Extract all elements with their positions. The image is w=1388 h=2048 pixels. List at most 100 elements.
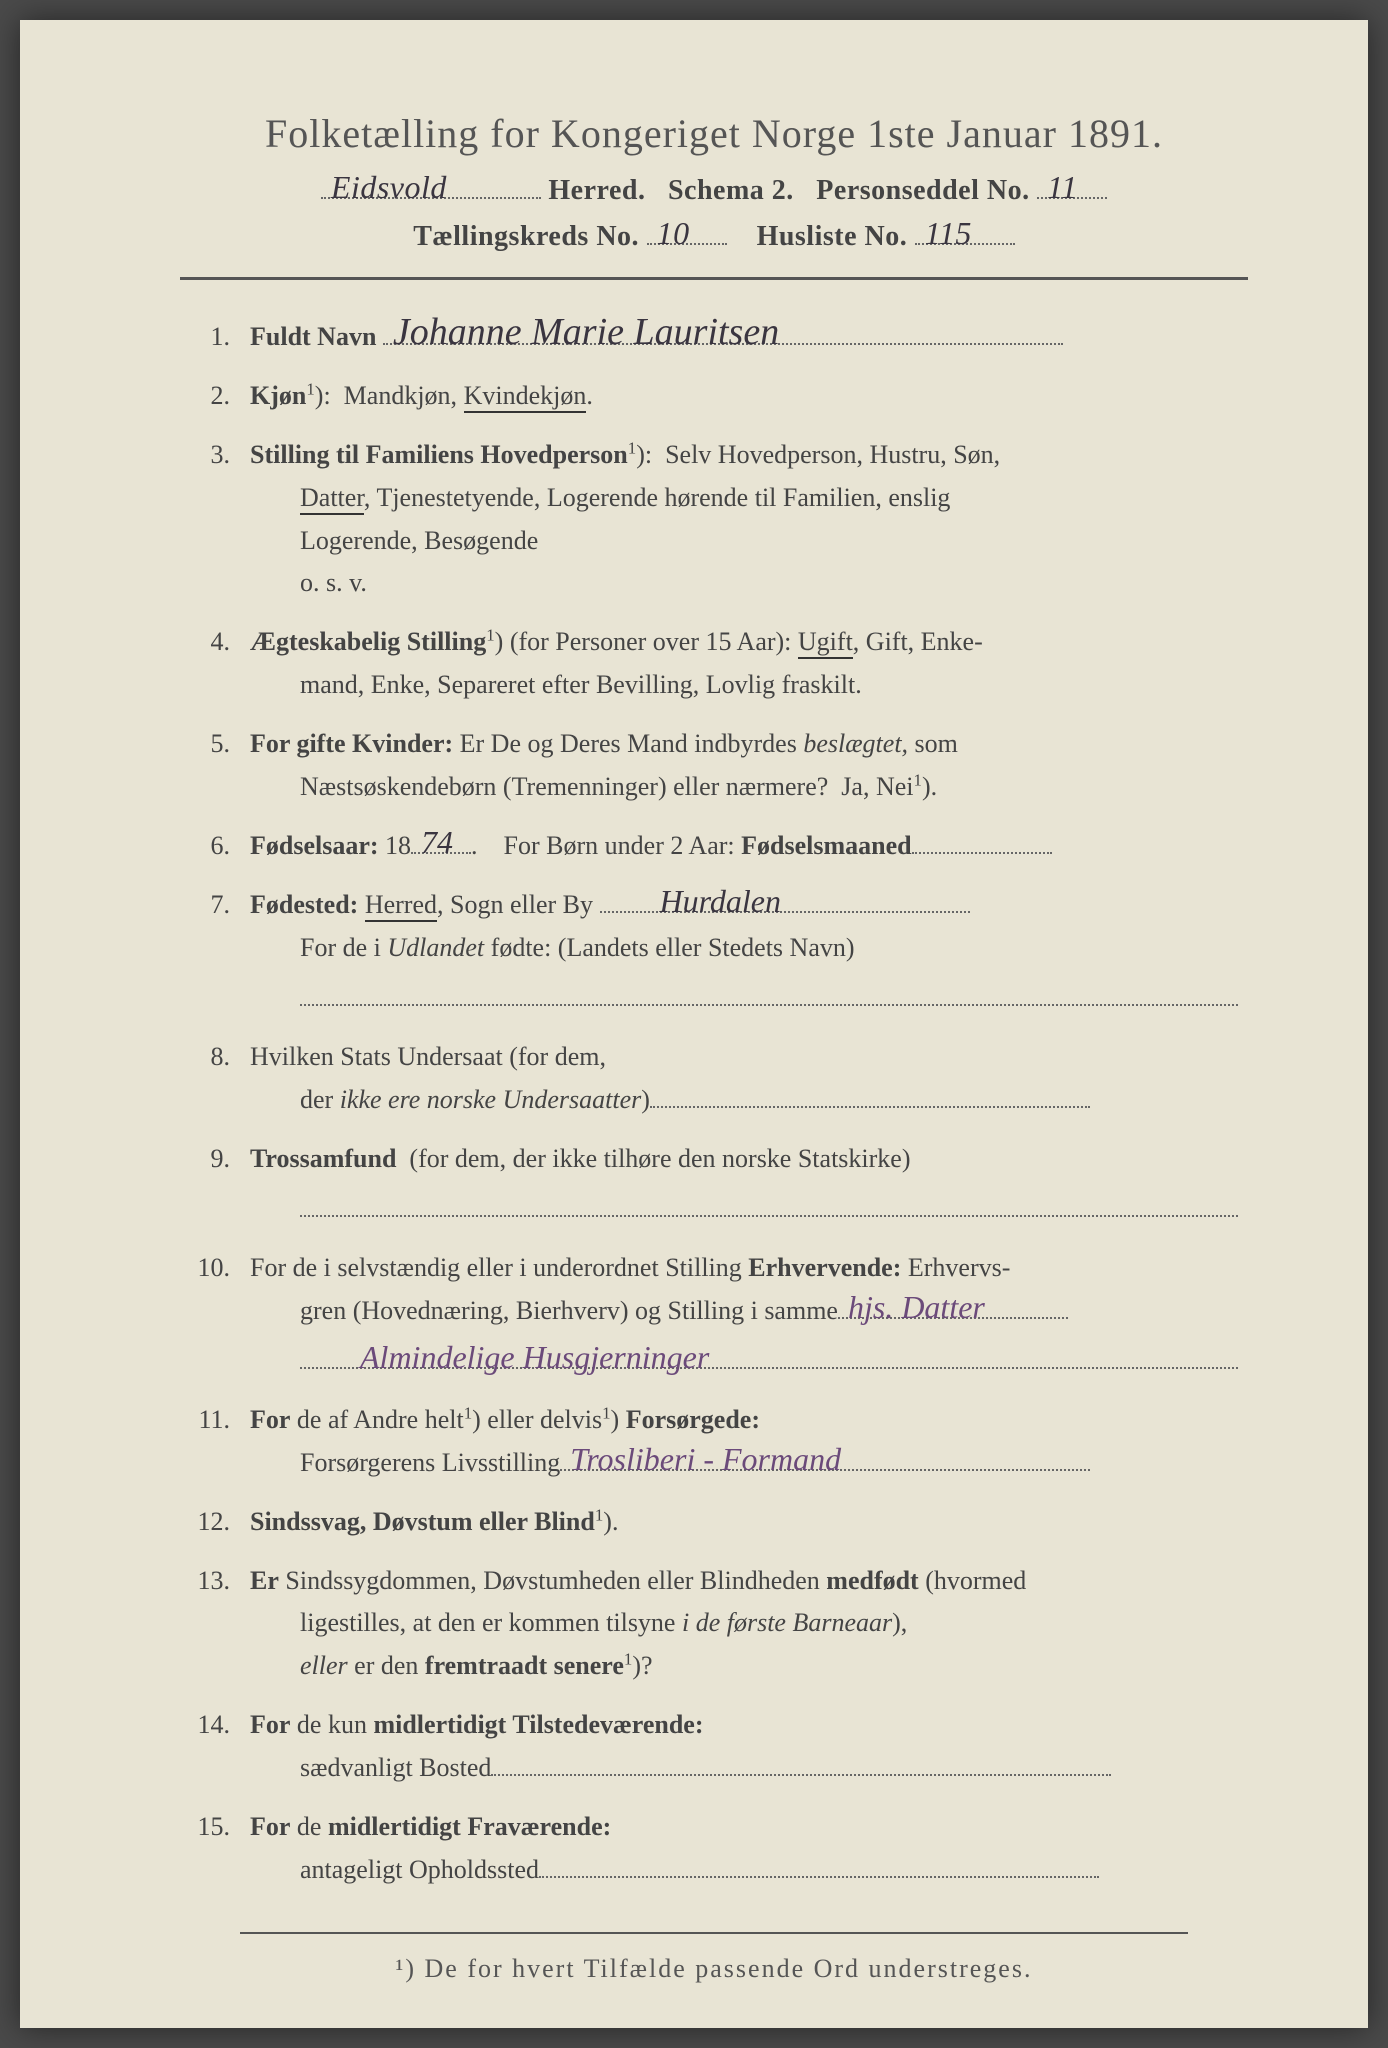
line: der ikke ere norske Undersaatter) — [250, 1079, 1238, 1122]
line: Forsørgerens LivsstillingTrosliberi - Fo… — [250, 1442, 1238, 1485]
item-number: 2. — [190, 375, 250, 418]
dotted-line — [650, 1106, 1090, 1108]
label-trossamfund: Trossamfund — [250, 1144, 396, 1173]
item-body: Kjøn1): Mandkjøn, Kvindekjøn. — [250, 375, 1248, 418]
item-number: 9. — [190, 1138, 250, 1231]
dotted-line — [539, 1876, 1099, 1878]
label-fodselsmaaned: Fødselsmaaned — [741, 831, 911, 860]
dotted-line: Almindelige Husgjerninger — [300, 1333, 1238, 1369]
item-7: 7. Fødested: Herred, Sogn eller By Hurda… — [190, 884, 1248, 1020]
name-hw: Johanne Marie Lauritsen — [393, 317, 779, 347]
field: hjs. Datter — [838, 1317, 1068, 1319]
item-body: Fuldt Navn Johanne Marie Lauritsen — [250, 316, 1248, 359]
blank-line — [250, 970, 1238, 1020]
item-number: 1. — [190, 316, 250, 359]
herred-label: Herred. — [548, 175, 645, 206]
item-number: 6. — [190, 825, 250, 868]
item-number: 10. — [190, 1247, 250, 1383]
item-number: 11. — [190, 1399, 250, 1485]
item-13: 13. Er Sindssygdommen, Døvstumheden elle… — [190, 1560, 1248, 1689]
husliste-field: 115 — [915, 243, 1015, 245]
item-body: For de midlertidigt Fraværende: antageli… — [250, 1806, 1248, 1892]
place-field: Hurdalen — [600, 911, 970, 913]
herred-handwritten: Eidsvold — [331, 175, 447, 201]
taellingskreds-field: 10 — [647, 243, 727, 245]
herred-field: Eidsvold — [321, 197, 541, 199]
line: For de i Udlandet fødte: (Landets eller … — [250, 927, 1238, 970]
label-gifte-kvinder: For gifte Kvinder: — [250, 729, 453, 758]
item-8: 8. Hvilken Stats Undersaat (for dem, der… — [190, 1036, 1248, 1122]
text: (for dem, der ikke tilhøre den norske St… — [409, 1144, 910, 1173]
item-11: 11. For de af Andre helt1) eller delvis1… — [190, 1399, 1248, 1485]
kvindekjon-underlined: Kvindekjøn — [464, 381, 587, 413]
census-form-page: Folketælling for Kongeriget Norge 1ste J… — [20, 20, 1368, 2028]
husliste-label: Husliste No. — [757, 221, 908, 252]
label-fuldt-navn: Fuldt Navn — [250, 322, 376, 351]
item-number: 14. — [190, 1704, 250, 1790]
line: sædvanligt Bosted — [250, 1747, 1238, 1790]
item-1: 1. Fuldt Navn Johanne Marie Lauritsen — [190, 316, 1248, 359]
dotted-line — [300, 1181, 1238, 1217]
header-line-3: Tællingskreds No. 10 Husliste No. 115 — [180, 221, 1248, 253]
place-hw: Hurdalen — [660, 889, 781, 915]
header-line-2: Eidsvold Herred. Schema 2. Personseddel … — [180, 175, 1248, 207]
personseddel-label: Personseddel No. — [816, 175, 1029, 206]
item-body: Er Sindssygdommen, Døvstumheden eller Bl… — [250, 1560, 1248, 1689]
item-number: 12. — [190, 1501, 250, 1544]
label-fodested: Fødested: — [250, 890, 358, 919]
taellingskreds-label: Tællingskreds No. — [413, 221, 639, 252]
label-stilling: Stilling til Familiens Hovedperson — [250, 440, 628, 469]
item-2: 2. Kjøn1): Mandkjøn, Kvindekjøn. — [190, 375, 1248, 418]
main-title: Folketælling for Kongeriget Norge 1ste J… — [180, 110, 1248, 157]
footnote-ref: 1 — [602, 1403, 610, 1422]
item-5: 5. For gifte Kvinder: Er De og Deres Man… — [190, 723, 1248, 809]
taellingskreds-hw: 10 — [657, 221, 690, 247]
item-body: For gifte Kvinder: Er De og Deres Mand i… — [250, 723, 1248, 809]
osv: o. s. v. — [250, 562, 1238, 605]
item-body: Sindssvag, Døvstum eller Blind1). — [250, 1501, 1248, 1544]
label-fodselsaar: Fødselsaar: — [250, 831, 379, 860]
item-body: Fødested: Herred, Sogn eller By Hurdalen… — [250, 884, 1248, 1020]
month-field — [912, 852, 1052, 854]
footnote: ¹) De for hvert Tilfælde passende Ord un… — [180, 1954, 1248, 1984]
footnote-ref: 1 — [464, 1403, 472, 1422]
item-number: 3. — [190, 434, 250, 606]
item-number: 7. — [190, 884, 250, 1020]
line: antageligt Opholdssted — [250, 1849, 1238, 1892]
line: eller er den fremtraadt senere1)? — [250, 1645, 1238, 1688]
item-number: 8. — [190, 1036, 250, 1122]
dotted-line — [491, 1774, 1111, 1776]
footnote-ref: 1 — [595, 1505, 603, 1524]
forsorger-hw: Trosliberi - Formand — [570, 1447, 841, 1473]
item-body: Ægteskabelig Stilling1) (for Personer ov… — [250, 621, 1248, 707]
item-14: 14. For de kun midlertidigt Tilstedevære… — [190, 1704, 1248, 1790]
item-4: 4. Ægteskabelig Stilling1) (for Personer… — [190, 621, 1248, 707]
item-body: Stilling til Familiens Hovedperson1): Se… — [250, 434, 1248, 606]
footer-divider — [240, 1932, 1188, 1934]
label-sindssvag: Sindssvag, Døvstum eller Blind — [250, 1507, 595, 1536]
footnote-ref: 1 — [486, 626, 494, 645]
form-items: 1. Fuldt Navn Johanne Marie Lauritsen 2.… — [180, 316, 1248, 1892]
item-number: 4. — [190, 621, 250, 707]
item-9: 9. Trossamfund (for dem, der ikke tilhør… — [190, 1138, 1248, 1231]
blank-line: Almindelige Husgjerninger — [250, 1333, 1238, 1383]
item-number: 5. — [190, 723, 250, 809]
line: Datter, Tjenestetyende, Logerende hørend… — [250, 477, 1238, 520]
label-kjon: Kjøn — [250, 381, 306, 410]
personseddel-field: 11 — [1037, 197, 1107, 199]
dotted-line — [300, 970, 1238, 1006]
item-12: 12. Sindssvag, Døvstum eller Blind1). — [190, 1501, 1248, 1544]
field: Trosliberi - Formand — [560, 1469, 1090, 1471]
herred-underlined: Herred — [365, 890, 437, 922]
line: mand, Enke, Separeret efter Bevilling, L… — [250, 664, 1238, 707]
year-field: 74 — [411, 852, 471, 854]
footnote-ref: 1 — [914, 770, 922, 789]
item-6: 6. Fødselsaar: 1874. For Børn under 2 Aa… — [190, 825, 1248, 868]
item-body: Fødselsaar: 1874. For Børn under 2 Aar: … — [250, 825, 1248, 868]
item-15: 15. For de midlertidigt Fraværende: anta… — [190, 1806, 1248, 1892]
footnote-ref: 1 — [306, 379, 314, 398]
item-body: For de kun midlertidigt Tilstedeværende:… — [250, 1704, 1248, 1790]
personseddel-hw: 11 — [1047, 175, 1078, 201]
item-3: 3. Stilling til Familiens Hovedperson1):… — [190, 434, 1248, 606]
line: ligestilles, at den er kommen tilsyne i … — [250, 1602, 1238, 1645]
